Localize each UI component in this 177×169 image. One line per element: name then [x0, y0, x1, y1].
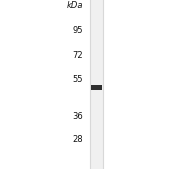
- Text: kDa: kDa: [67, 1, 83, 10]
- Text: 55: 55: [73, 75, 83, 84]
- Text: 36: 36: [72, 112, 83, 121]
- Bar: [90, 0, 103, 169]
- Bar: [91, 85, 102, 90]
- Text: 95: 95: [73, 26, 83, 35]
- Text: 28: 28: [73, 135, 83, 144]
- Text: 72: 72: [73, 51, 83, 60]
